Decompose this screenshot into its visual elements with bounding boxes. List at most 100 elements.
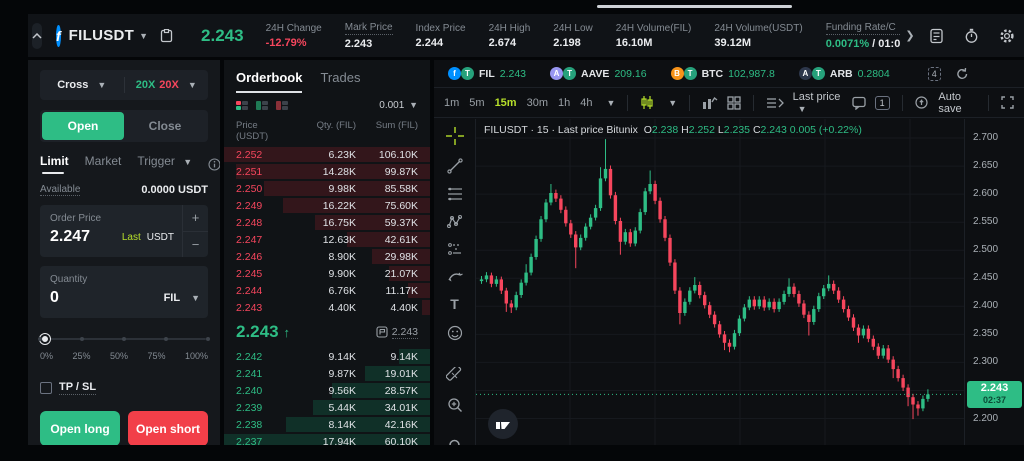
- refresh-icon[interactable]: [955, 67, 969, 80]
- measure-tool-icon[interactable]: [446, 367, 463, 384]
- tpsl-checkbox[interactable]: [40, 382, 52, 394]
- price-decrease-button[interactable]: −: [191, 236, 200, 252]
- slider-tick[interactable]: [80, 337, 84, 341]
- grid-layout-icon[interactable]: [727, 95, 741, 110]
- layout-bids-icon[interactable]: [256, 100, 268, 110]
- price-axis[interactable]: 2.243 02:37 2.700 2.650 2.600 2.550 2.500 2.4…: [964, 119, 1024, 445]
- ask-row[interactable]: 2.249 16.22K 75.60K: [224, 197, 430, 214]
- tpsl-label[interactable]: TP / SL: [59, 381, 97, 395]
- tab-limit[interactable]: Limit: [40, 154, 69, 174]
- contract-detail-icon[interactable]: [160, 28, 173, 43]
- tab-trades[interactable]: Trades: [320, 69, 361, 85]
- leverage-selector[interactable]: 20X 20X ▼: [125, 79, 209, 91]
- timeframe-15m[interactable]: 15m: [494, 96, 517, 109]
- open-long-button[interactable]: Open long: [40, 411, 120, 445]
- price-increase-button[interactable]: +: [183, 205, 208, 232]
- candle-style-icon[interactable]: [640, 95, 654, 110]
- ask-row[interactable]: 2.245 9.90K 21.07K: [224, 265, 430, 282]
- ask-row[interactable]: 2.248 16.75K 59.37K: [224, 214, 430, 231]
- candlestick-chart[interactable]: [476, 119, 964, 445]
- ticker-arb[interactable]: A T ARB 0.2804: [798, 67, 890, 80]
- mark-price-mini[interactable]: 2.243: [376, 326, 418, 339]
- calculator-icon[interactable]: [929, 28, 944, 44]
- price-line-style-icon[interactable]: [766, 97, 784, 109]
- quantity-slider[interactable]: [38, 334, 210, 344]
- autosave-label[interactable]: Auto save: [938, 90, 962, 115]
- collapse-button[interactable]: [32, 22, 42, 49]
- settings-gear-icon[interactable]: [999, 28, 1015, 44]
- chevron-down-icon[interactable]: ▼: [606, 97, 616, 108]
- layout-both-icon[interactable]: [236, 100, 248, 110]
- fib-retracement-tool-icon[interactable]: [447, 187, 463, 201]
- pair-name[interactable]: FILUSDT: [68, 27, 135, 44]
- ticker-fil[interactable]: f T FIL 2.243: [448, 67, 526, 80]
- chart-count-box[interactable]: 1: [874, 95, 890, 110]
- indicators-icon[interactable]: [702, 96, 718, 110]
- order-price-field[interactable]: Order Price 2.247 Last USDT + −: [40, 205, 208, 257]
- stat-funding-rate-c[interactable]: Funding Rate/C 0.0071% / 01:0: [825, 21, 901, 50]
- bid-row[interactable]: 2.238 8.14K 42.16K: [224, 416, 430, 433]
- bid-row[interactable]: 2.241 9.87K 19.01K: [224, 365, 430, 382]
- ask-row[interactable]: 2.247 12.63K 42.61K: [224, 231, 430, 248]
- tab-market[interactable]: Market: [84, 154, 122, 168]
- timeframe-4h[interactable]: 4h: [580, 96, 593, 109]
- chart-plot[interactable]: FILUSDT · 15 · Last price Bitunix O2.238…: [476, 119, 964, 445]
- fullscreen-icon[interactable]: [1001, 96, 1014, 109]
- quantity-unit[interactable]: FIL: [163, 292, 181, 304]
- zoom-in-tool-icon[interactable]: [447, 397, 463, 413]
- mid-price[interactable]: 2.243: [236, 322, 279, 341]
- slider-tick[interactable]: [164, 337, 168, 341]
- chevron-down-icon[interactable]: ▼: [668, 97, 678, 108]
- brush-tool-icon[interactable]: [447, 269, 463, 283]
- slider-tick[interactable]: [122, 337, 126, 341]
- last-tag[interactable]: Last: [121, 231, 141, 243]
- quantity-field[interactable]: Quantity 0 FIL ▼: [40, 266, 208, 318]
- tab-close[interactable]: Close: [148, 119, 182, 133]
- timeframe-30m[interactable]: 30m: [526, 96, 548, 109]
- tab-trigger[interactable]: Trigger ▼: [137, 154, 193, 168]
- bid-row[interactable]: 2.239 5.44K 34.01K: [224, 399, 430, 416]
- chevron-right-icon[interactable]: ❯: [905, 30, 915, 42]
- timeframe-5m[interactable]: 5m: [469, 96, 485, 109]
- ask-row[interactable]: 2.250 9.98K 85.58K: [224, 180, 430, 197]
- tab-orderbook[interactable]: Orderbook: [236, 70, 303, 93]
- ask-row[interactable]: 2.251 14.28K 99.87K: [224, 163, 430, 180]
- price-source-selector[interactable]: Last price ▼: [792, 90, 841, 114]
- timeframe-1m[interactable]: 1m: [444, 96, 460, 109]
- chevron-down-icon[interactable]: ▼: [139, 30, 149, 41]
- topbar-scroll-indicator[interactable]: [597, 5, 792, 8]
- open-short-button[interactable]: Open short: [128, 411, 208, 445]
- quantity-value[interactable]: 0: [50, 289, 59, 306]
- trendline-tool-icon[interactable]: [446, 158, 463, 174]
- ticker-btc[interactable]: B T BTC 102,987.8: [670, 67, 775, 80]
- ask-row[interactable]: 2.246 8.90K 29.98K: [224, 248, 430, 265]
- tab-open[interactable]: Open: [42, 112, 124, 140]
- pattern-tool-icon[interactable]: [446, 214, 463, 229]
- ask-row[interactable]: 2.252 6.23K 106.10K: [224, 146, 430, 163]
- crosshair-tool-icon[interactable]: [445, 127, 464, 145]
- bid-row[interactable]: 2.242 9.14K 9.14K: [224, 348, 430, 365]
- timeframe-1h[interactable]: 1h: [558, 96, 571, 109]
- layout-asks-icon[interactable]: [276, 100, 288, 110]
- precision-selector[interactable]: 0.001 ▼: [379, 99, 418, 111]
- text-tool-icon[interactable]: T: [450, 296, 459, 312]
- magnet-tool-icon[interactable]: [447, 439, 462, 445]
- stat-mark-price[interactable]: Mark Price 2.243: [344, 21, 393, 50]
- bid-row[interactable]: 2.237 17.94K 60.10K: [224, 433, 430, 445]
- margin-mode-selector[interactable]: Cross ▼: [40, 79, 124, 91]
- position-tool-icon[interactable]: [447, 242, 463, 256]
- slider-tick[interactable]: [38, 337, 42, 341]
- emoji-tool-icon[interactable]: [447, 325, 463, 341]
- ask-row[interactable]: 2.244 6.76K 11.17K: [224, 282, 430, 299]
- info-icon[interactable]: [208, 157, 220, 171]
- bid-row[interactable]: 2.240 9.56K 28.57K: [224, 382, 430, 399]
- ticker-aave[interactable]: A T AAVE 209.16: [550, 67, 647, 80]
- order-price-value[interactable]: 2.247: [50, 228, 91, 245]
- chat-icon[interactable]: [851, 96, 866, 110]
- cloud-save-icon[interactable]: [914, 96, 929, 109]
- slider-tick[interactable]: [206, 337, 210, 341]
- ask-row[interactable]: 2.243 4.40K 4.40K: [224, 299, 430, 316]
- layout-count-box[interactable]: 4: [927, 66, 941, 81]
- stopwatch-icon[interactable]: [964, 28, 979, 44]
